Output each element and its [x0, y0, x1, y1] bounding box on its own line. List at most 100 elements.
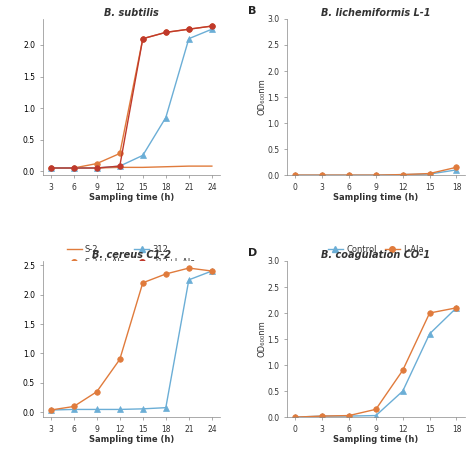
- Control: [427, 331, 432, 337]
- Control: [140, 406, 146, 412]
- Control: [292, 414, 298, 420]
- Title: B. cereus C1-2: B. cereus C1-2: [92, 250, 171, 260]
- Text: D: D: [248, 248, 257, 258]
- S-2: [209, 163, 215, 169]
- X-axis label: Sampling time (h): Sampling time (h): [333, 435, 419, 444]
- Control: [373, 172, 379, 178]
- 312+L-Ala: [117, 163, 123, 169]
- 312+L-Ala: [163, 29, 169, 35]
- Control: [71, 407, 77, 412]
- L-Ala: [346, 172, 352, 178]
- Line: Control: Control: [292, 305, 459, 420]
- Control: [292, 172, 298, 178]
- Line: L-Ala: L-Ala: [292, 305, 459, 420]
- Control: [400, 388, 406, 394]
- Text: B: B: [248, 7, 256, 17]
- 312: [94, 165, 100, 171]
- 312+L-Ala: [71, 165, 77, 171]
- 312: [48, 165, 54, 171]
- S-2+L-Ala: [186, 27, 191, 32]
- S-2+L-Ala: [48, 165, 54, 171]
- Line: L-Ala: L-Ala: [48, 265, 215, 413]
- Line: S-2+L-Ala: S-2+L-Ala: [48, 23, 215, 171]
- L-Ala: [427, 310, 432, 316]
- Legend: Control, L-Ala: Control, L-Ala: [328, 245, 424, 254]
- Y-axis label: OD₆₀₀nm: OD₆₀₀nm: [257, 79, 266, 115]
- S-2: [94, 165, 100, 171]
- L-Ala: [373, 172, 379, 178]
- Line: 312: 312: [48, 27, 215, 171]
- L-Ala: [140, 280, 146, 286]
- Control: [427, 171, 432, 177]
- X-axis label: Sampling time (h): Sampling time (h): [89, 435, 174, 444]
- L-Ala: [48, 407, 54, 413]
- 312: [186, 36, 191, 42]
- S-2+L-Ala: [140, 36, 146, 42]
- Control: [209, 268, 215, 274]
- L-Ala: [427, 171, 432, 176]
- L-Ala: [454, 164, 459, 170]
- L-Ala: [400, 367, 406, 373]
- Control: [400, 172, 406, 177]
- Line: L-Ala: L-Ala: [292, 164, 459, 178]
- 312+L-Ala: [186, 27, 191, 32]
- Control: [454, 167, 459, 173]
- Control: [346, 413, 352, 419]
- 312+L-Ala: [48, 165, 54, 171]
- Control: [94, 407, 100, 412]
- S-2: [48, 165, 54, 171]
- 312: [140, 153, 146, 158]
- Control: [319, 413, 325, 419]
- L-Ala: [186, 265, 191, 271]
- S-2: [163, 164, 169, 170]
- Control: [319, 172, 325, 178]
- 312: [209, 27, 215, 32]
- L-Ala: [373, 407, 379, 412]
- 312+L-Ala: [140, 36, 146, 42]
- L-Ala: [454, 305, 459, 310]
- 312: [117, 163, 123, 169]
- 312: [71, 165, 77, 171]
- S-2+L-Ala: [94, 161, 100, 166]
- Legend: S-2, S-2+L-Ala, 312, 312+L-Ala: S-2, S-2+L-Ala, 312, 312+L-Ala: [67, 245, 196, 267]
- L-Ala: [94, 389, 100, 395]
- L-Ala: [400, 172, 406, 177]
- S-2+L-Ala: [209, 23, 215, 29]
- Control: [186, 277, 191, 283]
- L-Ala: [292, 172, 298, 178]
- S-2: [71, 165, 77, 171]
- Title: B. coagulation CO-1: B. coagulation CO-1: [321, 250, 430, 260]
- Line: 312+L-Ala: 312+L-Ala: [48, 23, 215, 171]
- L-Ala: [319, 172, 325, 178]
- Line: Control: Control: [292, 167, 459, 178]
- Line: Control: Control: [48, 268, 215, 413]
- Control: [373, 413, 379, 419]
- L-Ala: [292, 414, 298, 420]
- L-Ala: [71, 404, 77, 410]
- 312+L-Ala: [94, 165, 100, 171]
- Y-axis label: OD₆₀₀nm: OD₆₀₀nm: [257, 321, 266, 357]
- Control: [454, 305, 459, 310]
- X-axis label: Sampling time (h): Sampling time (h): [89, 193, 174, 202]
- Title: B. lichemiformis L-1: B. lichemiformis L-1: [321, 8, 431, 18]
- L-Ala: [163, 271, 169, 277]
- Control: [48, 407, 54, 413]
- S-2: [140, 164, 146, 170]
- Title: B. subtilis: B. subtilis: [104, 8, 159, 18]
- L-Ala: [117, 356, 123, 362]
- L-Ala: [346, 413, 352, 419]
- S-2+L-Ala: [163, 29, 169, 35]
- L-Ala: [209, 268, 215, 274]
- 312+L-Ala: [209, 23, 215, 29]
- 312: [163, 115, 169, 120]
- S-2: [186, 163, 191, 169]
- L-Ala: [319, 413, 325, 419]
- Control: [346, 172, 352, 178]
- Control: [117, 407, 123, 412]
- S-2: [117, 164, 123, 170]
- S-2+L-Ala: [71, 165, 77, 171]
- X-axis label: Sampling time (h): Sampling time (h): [333, 193, 419, 202]
- S-2+L-Ala: [117, 151, 123, 156]
- Control: [163, 405, 169, 410]
- Line: S-2: S-2: [51, 166, 212, 168]
